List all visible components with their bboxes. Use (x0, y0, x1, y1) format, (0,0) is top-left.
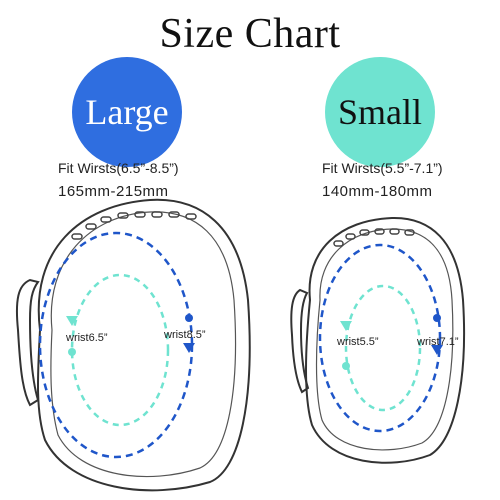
small-outer-wrist-label: wrist7.1” (417, 336, 459, 348)
large-fit-text: Fit Wirsts(6.5”-8.5”) (58, 160, 179, 176)
large-inner-wrist-path (70, 273, 170, 427)
large-size-badge: Large (72, 57, 182, 167)
large-outer-wrist-label: wrist8.5” (164, 329, 206, 341)
small-band-clasp (290, 288, 310, 394)
small-band-outer-outline (305, 216, 466, 464)
large-inner-arrow (66, 316, 78, 326)
small-inner-wrist-label: wrist5.5” (337, 336, 379, 348)
large-inner-wrist-label: wrist6.5” (66, 332, 108, 344)
small-size-badge: Small (325, 57, 435, 167)
small-band-inner-outline (315, 228, 454, 451)
large-outer-arrow (183, 343, 195, 353)
large-badge-label: Large (85, 92, 169, 132)
small-band-holes (333, 228, 415, 247)
page-title: Size Chart (159, 11, 341, 57)
large-band-inner-outline (50, 211, 237, 478)
large-inner-marker (68, 348, 76, 356)
large-band (15, 198, 251, 492)
large-band-clasp (15, 278, 40, 407)
small-range-text: 140mm-180mm (322, 183, 433, 200)
small-inner-arrow (340, 321, 352, 331)
small-band (290, 216, 466, 464)
large-band-holes (71, 211, 197, 240)
small-inner-wrist-path (344, 284, 422, 412)
large-band-outer-outline (36, 198, 251, 492)
large-outer-marker (185, 314, 193, 322)
large-range-text: 165mm-215mm (58, 183, 169, 200)
small-inner-marker (342, 362, 350, 370)
large-outer-wrist-path (38, 231, 194, 459)
small-fit-text: Fit Wirsts(5.5”-7.1”) (322, 160, 443, 176)
small-badge-label: Small (337, 92, 422, 132)
small-outer-arrow (431, 345, 443, 355)
small-outer-wrist-path (318, 243, 442, 433)
small-outer-marker (433, 314, 441, 322)
